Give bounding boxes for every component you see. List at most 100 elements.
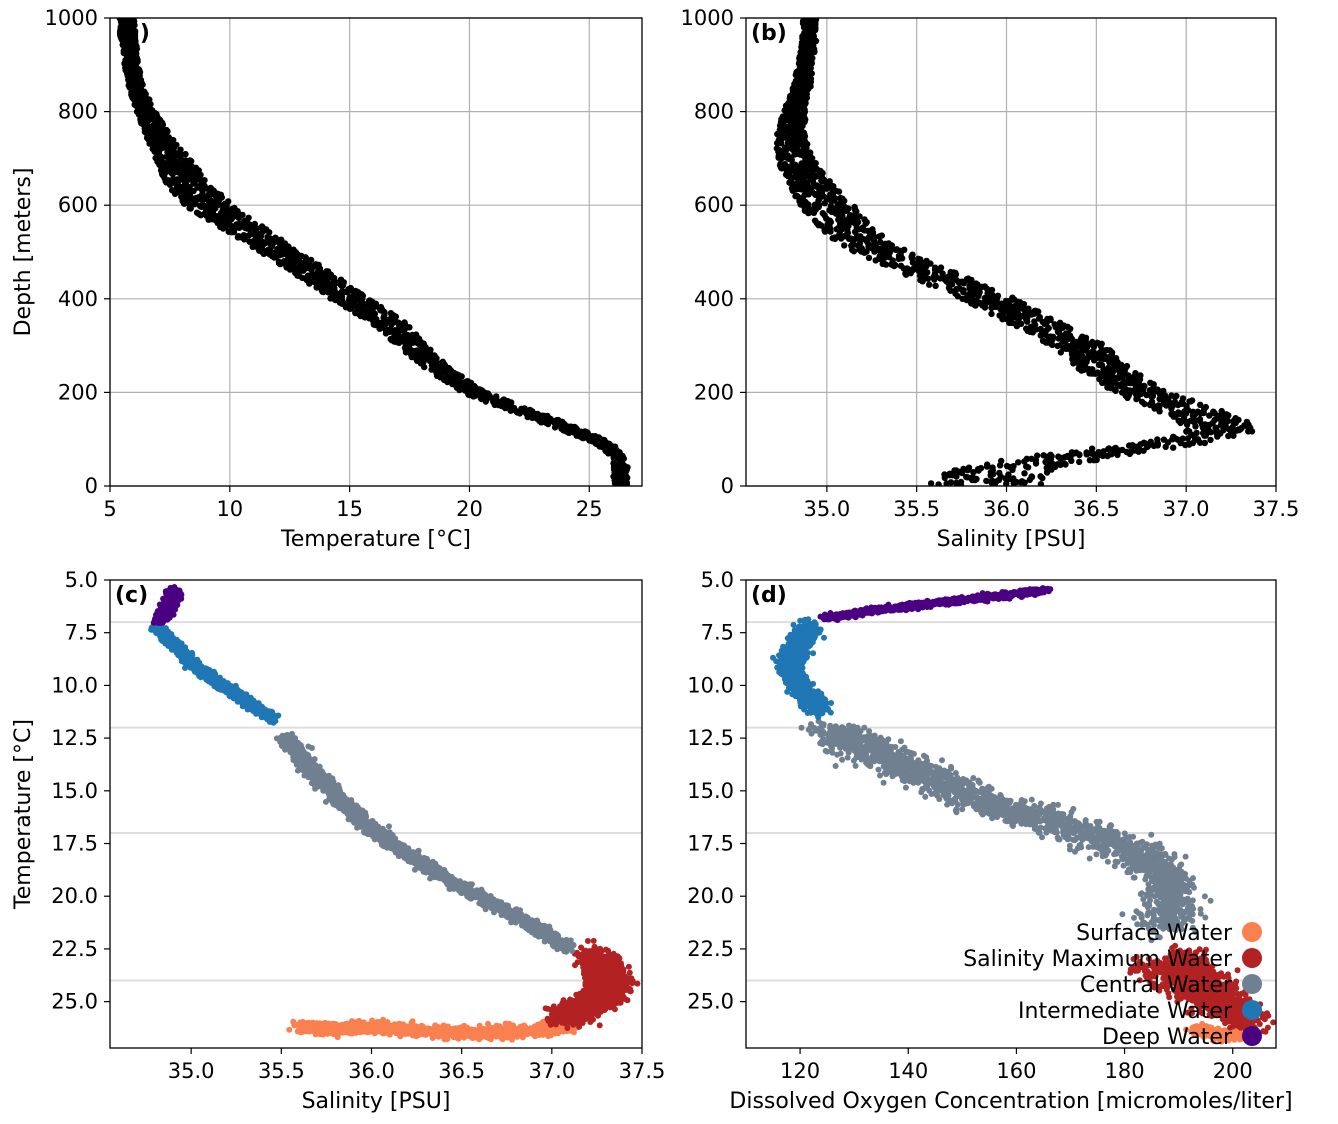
data-point	[397, 335, 404, 343]
data-points	[773, 18, 1256, 486]
data-point	[1021, 470, 1028, 477]
data-point	[222, 215, 230, 223]
data-point	[786, 179, 793, 186]
data-point	[413, 356, 420, 363]
data-point	[1060, 345, 1067, 352]
data-point	[1112, 355, 1120, 362]
data-point	[947, 268, 954, 276]
data-point	[1099, 370, 1106, 377]
data-point	[1154, 442, 1161, 449]
data-point	[613, 447, 620, 454]
data-point	[501, 1030, 508, 1037]
data-point	[1015, 459, 1022, 466]
data-point	[890, 262, 898, 270]
data-point	[242, 218, 249, 225]
data-point	[217, 218, 224, 225]
data-point	[915, 267, 922, 275]
y-tick-label: 0	[85, 474, 98, 498]
data-point	[1006, 464, 1014, 471]
data-point	[339, 282, 347, 289]
data-point	[865, 243, 872, 250]
data-point	[778, 129, 786, 137]
data-point	[776, 147, 783, 154]
data-point	[182, 163, 189, 170]
data-point	[908, 253, 915, 260]
y-tick-label: 400	[694, 287, 734, 311]
data-point	[325, 289, 332, 296]
data-point	[966, 285, 973, 292]
data-point	[841, 233, 849, 240]
data-point	[951, 467, 958, 474]
data-point	[831, 195, 839, 202]
data-point	[1084, 342, 1091, 349]
data-point	[809, 178, 817, 185]
data-point	[490, 396, 498, 404]
data-point	[208, 216, 216, 223]
data-point	[1232, 415, 1239, 422]
data-point	[121, 25, 128, 32]
data-point	[611, 469, 618, 476]
data-point	[1014, 303, 1021, 310]
data-point	[546, 415, 554, 423]
data-point	[953, 285, 960, 293]
y-tick-label: 800	[694, 100, 734, 124]
data-point	[1056, 319, 1064, 326]
data-point	[881, 246, 889, 254]
data-point	[811, 20, 818, 28]
data-point	[943, 480, 950, 486]
data-point	[235, 233, 242, 240]
data-point	[467, 388, 475, 396]
data-point	[786, 108, 793, 115]
data-point	[775, 136, 783, 144]
data-point	[1076, 458, 1083, 466]
data-point	[984, 290, 991, 297]
data-point	[331, 295, 338, 302]
data-point	[826, 178, 833, 185]
data-point	[330, 289, 337, 296]
data-point	[1105, 384, 1113, 391]
data-point	[937, 264, 945, 271]
data-point	[319, 1030, 326, 1037]
data-point	[139, 81, 146, 88]
data-point	[948, 281, 956, 288]
panel-1: 35.0 35.5 36.0 36.5 37.0 37.50200400600800100…	[681, 6, 1300, 552]
data-point	[851, 206, 859, 213]
data-point	[789, 187, 796, 194]
data-point	[1017, 320, 1025, 327]
data-point	[960, 288, 967, 296]
data-point	[1020, 301, 1028, 308]
data-point	[346, 304, 353, 311]
data-point	[1003, 480, 1010, 486]
data-point	[165, 163, 173, 170]
data-point	[320, 288, 327, 296]
data-point	[822, 215, 830, 222]
data-point	[1032, 460, 1040, 467]
data-point	[853, 232, 861, 240]
data-point	[1074, 350, 1082, 357]
data-point	[219, 207, 227, 215]
data-point	[121, 43, 129, 51]
data-point	[1186, 398, 1193, 405]
data-point	[1243, 422, 1250, 429]
data-point	[392, 332, 399, 339]
data-point	[909, 266, 917, 274]
x-tick-label: 35.5	[893, 497, 940, 521]
data-point	[1134, 387, 1141, 394]
data-point	[797, 69, 804, 76]
data-point	[1200, 425, 1208, 432]
data-point	[797, 48, 804, 56]
data-point	[793, 120, 800, 127]
data-point	[953, 473, 960, 480]
data-point	[160, 137, 168, 144]
data-point	[1229, 428, 1237, 435]
data-point	[1123, 448, 1130, 456]
data-point	[130, 49, 137, 57]
data-point	[1054, 342, 1061, 350]
data-point	[970, 469, 977, 476]
data-point	[370, 321, 377, 328]
data-point	[418, 347, 425, 354]
data-point	[207, 184, 214, 192]
data-point	[1057, 454, 1065, 462]
data-point	[317, 267, 324, 275]
data-point	[256, 247, 263, 254]
